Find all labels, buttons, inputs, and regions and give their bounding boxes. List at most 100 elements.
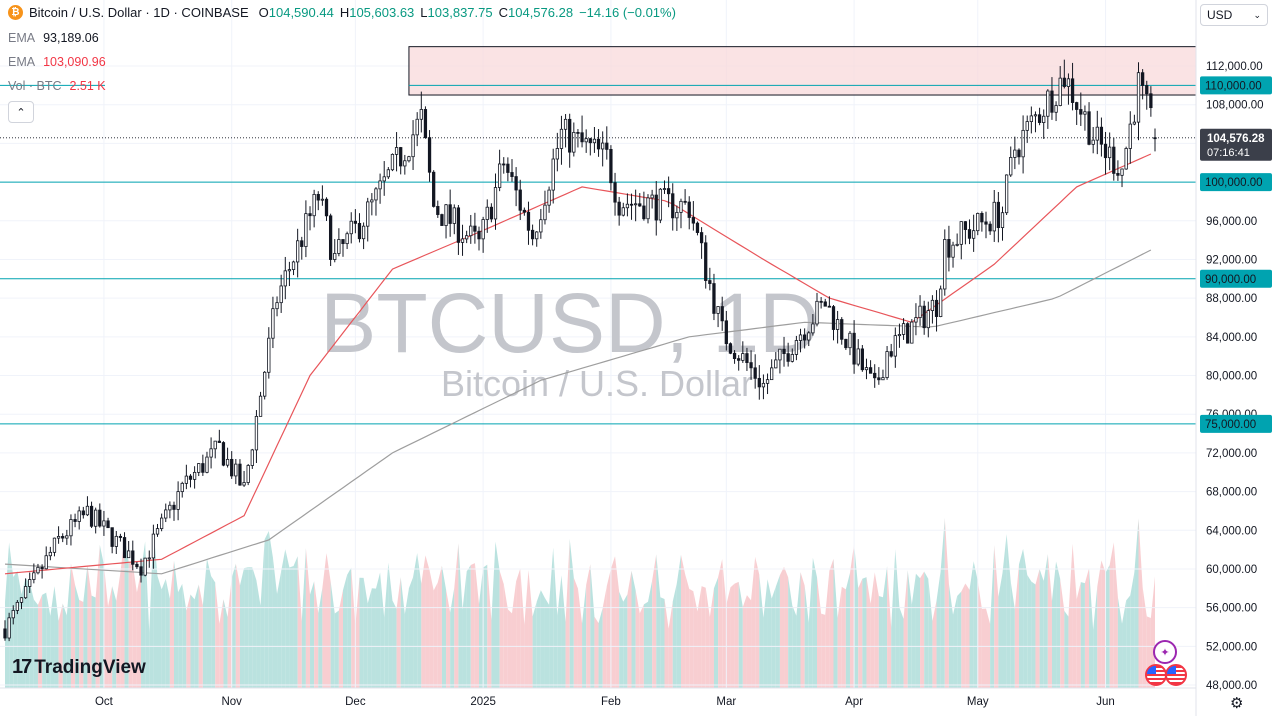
volume-bar bbox=[347, 567, 352, 688]
volume-bar bbox=[1150, 576, 1155, 688]
candle-down bbox=[217, 440, 221, 443]
volume-bar bbox=[388, 562, 393, 688]
volume-bar bbox=[920, 571, 925, 688]
volume-bar bbox=[874, 572, 879, 688]
tradingview-logo[interactable]: 17 TradingView bbox=[12, 656, 146, 679]
candle-up bbox=[213, 440, 217, 450]
symbol-header[interactable]: ₿ Bitcoin / U.S. Dollar · 1D · COINBASE … bbox=[8, 5, 682, 20]
volume-bar bbox=[643, 601, 649, 688]
volume-bar bbox=[198, 584, 203, 688]
volume-bar bbox=[42, 592, 47, 688]
ema-slow-line bbox=[4, 249, 1152, 575]
volume-bar bbox=[911, 573, 916, 688]
volume-bar bbox=[400, 577, 405, 688]
price-axis-label: 60,000.00 bbox=[1206, 564, 1257, 576]
volume-bar bbox=[936, 570, 941, 688]
volume-bar bbox=[54, 586, 59, 688]
volume-bar bbox=[730, 583, 735, 688]
volume-bar bbox=[450, 587, 455, 688]
volume-bar bbox=[553, 547, 558, 688]
volume-bar bbox=[565, 538, 570, 688]
candle-down bbox=[456, 207, 461, 243]
volume-bar bbox=[524, 570, 529, 688]
close-label: C bbox=[498, 5, 508, 20]
candle-down bbox=[89, 505, 94, 527]
time-axis-label: May bbox=[967, 696, 989, 708]
volume-bar bbox=[1093, 586, 1098, 688]
volume-bar bbox=[602, 586, 607, 688]
candle-up bbox=[497, 163, 502, 188]
candle-up bbox=[36, 566, 40, 574]
candle-down bbox=[642, 205, 646, 220]
candle-down bbox=[328, 215, 333, 260]
volume-bar bbox=[1097, 560, 1102, 688]
candle-down bbox=[724, 320, 728, 345]
volume-bar bbox=[1031, 581, 1036, 688]
candle-up bbox=[283, 270, 287, 287]
indicator-volume[interactable]: Vol · BTC 2.51 K bbox=[8, 79, 106, 93]
candle-up bbox=[312, 193, 316, 217]
candle-down bbox=[40, 566, 44, 570]
indicator-ema-fast[interactable]: EMA 103,090.96 bbox=[8, 55, 106, 69]
volume-bar bbox=[429, 570, 434, 688]
candle-up bbox=[646, 197, 650, 220]
time-axis-label: Oct bbox=[95, 696, 114, 708]
level-price-tag bbox=[1200, 76, 1272, 95]
candle-down bbox=[518, 189, 522, 211]
indicator-name: EMA bbox=[8, 31, 36, 45]
gear-icon[interactable]: ⚙ bbox=[1230, 695, 1244, 712]
symbol-title[interactable]: Bitcoin / U.S. Dollar · 1D · COINBASE bbox=[29, 5, 249, 20]
candle-up bbox=[407, 156, 411, 162]
volume-bar bbox=[882, 566, 888, 688]
volume-bar bbox=[1126, 595, 1131, 688]
volume-bar bbox=[676, 554, 681, 688]
volume-bar bbox=[446, 589, 451, 688]
volume-bar bbox=[351, 567, 356, 688]
volume-bar bbox=[293, 556, 298, 688]
volume-bar bbox=[124, 536, 129, 688]
candle-up bbox=[1042, 115, 1046, 123]
candle-up bbox=[1054, 105, 1058, 113]
volume-bar bbox=[569, 538, 574, 688]
candle-down bbox=[671, 193, 675, 219]
event-markers[interactable]: ✦ bbox=[1145, 640, 1189, 688]
volume-bar bbox=[845, 573, 850, 688]
currency-selector[interactable]: USD ⌄ bbox=[1200, 4, 1268, 26]
volume-bar bbox=[1113, 542, 1118, 688]
candle-down bbox=[1099, 126, 1104, 145]
volume-bar bbox=[953, 596, 958, 688]
volume-bar bbox=[182, 583, 187, 688]
candle-down bbox=[1116, 173, 1120, 176]
sparkle-icon[interactable]: ✦ bbox=[1153, 640, 1177, 664]
volume-bar bbox=[615, 556, 620, 688]
us-flag-icon[interactable] bbox=[1165, 664, 1187, 686]
volume-bar bbox=[1084, 568, 1090, 688]
candle-up bbox=[333, 253, 337, 260]
candle-down bbox=[440, 214, 444, 226]
candle-down bbox=[300, 240, 304, 247]
volume-bar bbox=[1142, 587, 1147, 688]
volume-bar bbox=[536, 590, 541, 688]
candle-down bbox=[712, 283, 716, 314]
candle-down bbox=[477, 230, 481, 240]
volume-bar bbox=[120, 536, 125, 688]
candle-down bbox=[617, 201, 621, 216]
indicator-ema-slow[interactable]: EMA 93,189.06 bbox=[8, 31, 99, 45]
volume-bar bbox=[1018, 548, 1024, 688]
volume-bar bbox=[330, 581, 335, 688]
indicator-value: 103,090.96 bbox=[43, 55, 106, 69]
candle-up bbox=[234, 463, 238, 477]
volume-bar bbox=[1039, 569, 1044, 688]
volume-bar bbox=[326, 553, 331, 688]
volume-bar bbox=[746, 595, 752, 688]
candle-down bbox=[423, 109, 428, 139]
volume-bar bbox=[462, 571, 467, 688]
us-flag-icon[interactable] bbox=[1145, 664, 1167, 686]
volume-bar bbox=[577, 588, 583, 688]
collapse-indicators-button[interactable]: ⌃ bbox=[8, 101, 34, 123]
volume-bar bbox=[854, 543, 859, 688]
candle-up bbox=[279, 285, 283, 304]
volume-bar bbox=[944, 518, 949, 688]
volume-bar bbox=[804, 585, 809, 688]
